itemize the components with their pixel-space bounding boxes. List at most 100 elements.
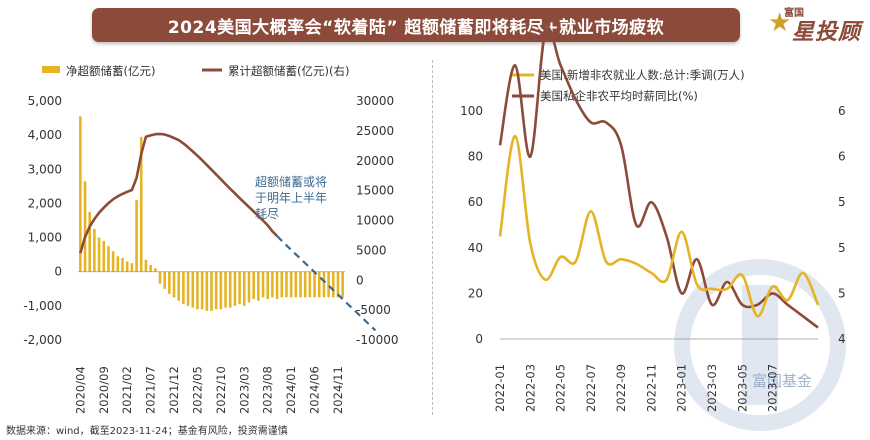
bar	[261, 271, 265, 298]
payrolls-line	[498, 134, 820, 318]
bar	[233, 271, 237, 306]
x-tick-label: 2022-05	[554, 364, 568, 412]
right-y-tick-label: 4	[838, 332, 846, 346]
bar	[238, 271, 241, 305]
bar	[168, 271, 171, 294]
bar	[327, 271, 330, 298]
x-tick-label: 2022-07	[584, 364, 598, 412]
bar	[93, 229, 96, 272]
right-y-tick-label: -5000	[356, 303, 391, 317]
logo-big-text: 星投顾	[792, 20, 862, 45]
bar	[158, 271, 162, 284]
brand-logo: ★ 富国 星投顾	[764, 2, 864, 46]
bar	[182, 271, 185, 305]
bar	[186, 271, 190, 306]
right-y-tick-label: 15000	[356, 184, 394, 198]
left-y-tick-label: 2,000	[28, 196, 62, 210]
bar	[303, 271, 307, 298]
left-y-tick-label: 40	[468, 241, 483, 255]
x-tick-label: 2020/09	[97, 366, 111, 414]
left-y-tick-label: 100	[460, 104, 483, 118]
x-tick-label: 2020/04	[73, 366, 87, 414]
bar	[79, 116, 82, 272]
bar	[83, 181, 87, 272]
logo-small-text: 富国	[784, 8, 804, 19]
bar	[280, 271, 284, 298]
right-y-tick-label: 5	[838, 195, 846, 209]
page-title: 2024美国大概率会“软着陆” 超额储蓄即将耗尽+就业市场疲软	[167, 17, 665, 38]
bar	[177, 271, 180, 301]
x-tick-label: 2022-03	[523, 364, 537, 412]
right-y-tick-label: 20000	[356, 154, 394, 168]
bar	[210, 271, 213, 311]
x-tick-label: 2023/03	[237, 366, 251, 414]
bar	[332, 271, 335, 298]
bar	[139, 136, 143, 272]
bar	[200, 271, 204, 310]
x-tick-label: 2022/05	[190, 366, 204, 414]
legend-label-payrolls: 美国:新增非农就业人数:总计:季调(万人)	[540, 68, 745, 82]
x-tick-label: 2023-03	[705, 364, 719, 412]
bar	[224, 271, 227, 308]
bar	[125, 261, 129, 272]
bar	[336, 271, 340, 298]
bar	[228, 271, 232, 308]
left-y-tick-label: 1,000	[28, 231, 62, 245]
right-y-tick-label: 30000	[356, 94, 394, 108]
x-tick-label: 2021/07	[144, 366, 158, 414]
bar	[107, 246, 110, 272]
bar	[102, 240, 106, 272]
x-tick-label: 2021/02	[120, 366, 134, 414]
right-y-tick-label: 5	[838, 241, 846, 255]
annotation-text: 超额储蓄或将	[255, 174, 327, 189]
bar	[308, 271, 312, 298]
bar	[121, 258, 124, 272]
bar	[191, 271, 195, 308]
left-y-tick-label: 4,000	[28, 128, 62, 142]
watermark-ring	[674, 259, 846, 431]
x-tick-label: 2021/12	[167, 366, 181, 414]
bar	[135, 200, 138, 272]
cumulative-savings-forecast-line	[276, 235, 377, 332]
x-tick-label: 2024/06	[308, 366, 322, 414]
bar	[163, 271, 166, 289]
right-y-tick-label: 10000	[356, 214, 394, 228]
bar	[294, 271, 298, 298]
right-y-tick-label: 6	[838, 104, 846, 118]
panel-divider	[432, 60, 433, 415]
bar	[144, 259, 148, 272]
watermark-logo-icon	[674, 259, 846, 431]
bar	[130, 263, 134, 272]
left-y-tick-label: 20	[468, 286, 483, 300]
bar	[299, 271, 302, 298]
bar	[116, 256, 120, 272]
right-y-tick-label: 5	[838, 286, 846, 300]
bar	[341, 271, 344, 298]
bar	[219, 271, 223, 310]
bar	[97, 237, 101, 272]
x-tick-label: 2024/11	[331, 366, 345, 414]
right-y-tick-label: 6	[838, 150, 846, 164]
legend-label-wages: 美国私企非农平均时薪同比(%)	[540, 89, 698, 103]
bar	[313, 271, 316, 298]
wage-growth-line	[498, 26, 819, 329]
x-tick-label: 2022-09	[614, 364, 628, 412]
watermark-bar	[742, 285, 778, 405]
x-tick-label: 2022-11	[644, 364, 658, 412]
bar	[196, 271, 199, 310]
bar	[322, 271, 326, 298]
x-tick-label: 2023-05	[735, 364, 749, 412]
bar	[243, 271, 246, 306]
x-tick-label: 2023-07	[766, 364, 780, 412]
bar	[257, 271, 260, 301]
left-y-tick-label: -2,000	[23, 333, 62, 347]
bar	[88, 211, 91, 272]
x-tick-label: 2024/01	[284, 366, 298, 414]
x-tick-label: 2022/10	[214, 366, 228, 414]
annotation-text: 耗尽	[255, 207, 279, 221]
right-y-tick-label: 25000	[356, 124, 394, 138]
right-y-tick-label: 5000	[356, 243, 387, 257]
